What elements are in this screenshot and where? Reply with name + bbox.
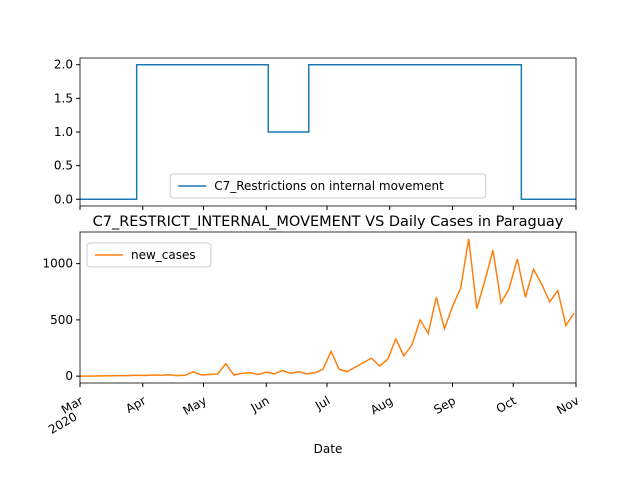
chart-title: C7_RESTRICT_INTERNAL_MOVEMENT VS Daily C… <box>93 214 564 230</box>
x-tick-label: Apr <box>123 393 148 416</box>
y-tick-label: 1.0 <box>54 125 73 139</box>
axes-frame <box>79 57 577 207</box>
x-tick-label: Sep <box>431 393 458 416</box>
x-tick-label: Jun <box>248 393 272 415</box>
axes-frame <box>79 231 577 384</box>
x-tick-label: Oct <box>494 393 519 416</box>
legend-box <box>169 173 487 199</box>
x-axis-label: Date <box>314 442 343 456</box>
legend-label: C7_Restrictions on internal movement <box>214 179 444 193</box>
x-tick-label: May <box>181 393 209 418</box>
y-tick-label: 0.0 <box>54 192 73 206</box>
y-tick-label: 0 <box>65 369 73 383</box>
data-line <box>80 63 576 201</box>
x-tick-year: 2020 <box>46 409 79 436</box>
y-tick-label: 0.5 <box>54 159 73 173</box>
y-tick-label: 1000 <box>42 257 73 271</box>
x-tick-label: Nov <box>554 393 581 417</box>
y-tick-label: 1.5 <box>54 91 73 105</box>
y-tick-label: 500 <box>50 313 73 327</box>
x-tick-label: Aug <box>368 393 395 417</box>
legend-box <box>86 242 212 268</box>
legend-label: new_cases <box>131 248 196 262</box>
y-tick-label: 2.0 <box>54 58 73 72</box>
data-line <box>80 238 575 377</box>
x-tick-label: Jul <box>312 393 332 413</box>
